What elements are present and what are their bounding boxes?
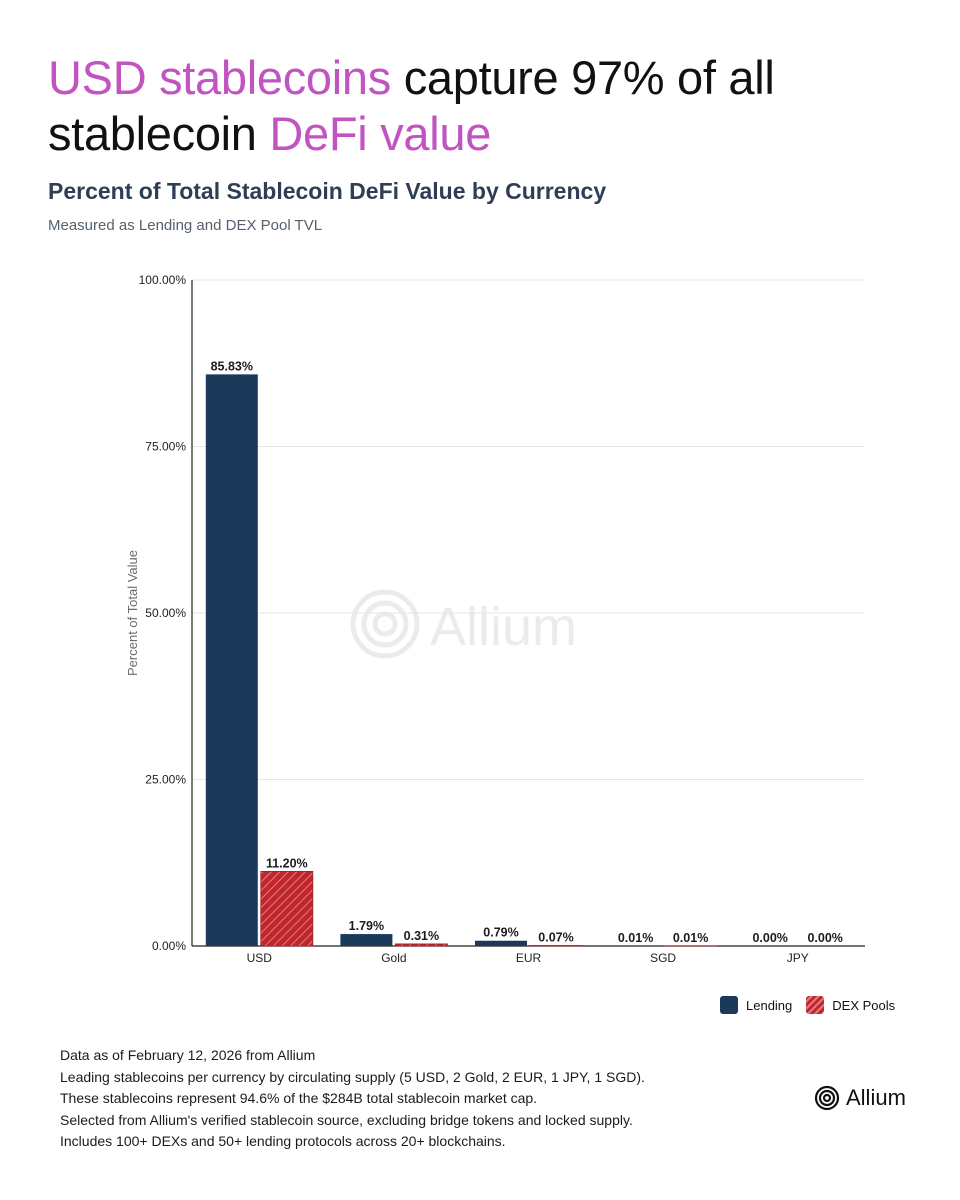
data-label: 0.07% [538, 931, 573, 945]
watermark-text: Allium [430, 597, 577, 657]
legend-swatch-lending [720, 996, 738, 1014]
data-label: 0.00% [807, 931, 842, 945]
y-tick-label: 100.00% [139, 273, 187, 287]
legend-label-lending: Lending [746, 997, 793, 1013]
footnote-line: Includes 100+ DEXs and 50+ lending proto… [60, 1133, 506, 1149]
watermark: Allium [350, 589, 577, 659]
headline-middle: capture 97% of all stablecoin [48, 51, 775, 160]
data-label: 1.79% [349, 919, 384, 933]
footnote-line: These stablecoins represent 94.6% of the… [60, 1090, 538, 1106]
y-axis-label: Percent of Total Value [125, 550, 140, 676]
allium-rings-icon [814, 1085, 840, 1111]
allium-logo: Allium [814, 1085, 906, 1111]
data-label: 0.01% [673, 931, 708, 945]
headline: USD stablecoins capture 97% of all stabl… [48, 50, 908, 162]
bar-lending-gold [340, 934, 393, 946]
x-tick-label: EUR [516, 951, 542, 965]
bar-dex-gold [394, 943, 448, 947]
bar-chart: Allium 0.00% 25.00% 50.00% 75.00% 100.00% Per… [125, 273, 865, 965]
footnote-line: Data as of February 12, 2026 from Allium [60, 1047, 316, 1063]
headline-accent-usd: USD stablecoins [48, 51, 391, 104]
y-tick-label: 0.00% [152, 939, 186, 953]
legend-label-dex: DEX Pools [832, 997, 896, 1013]
chart-title: Percent of Total Stablecoin DeFi Value b… [48, 178, 607, 204]
footnote-line: Selected from Allium's verified stableco… [60, 1111, 633, 1128]
headline-accent-defi: DeFi value [269, 107, 492, 160]
y-tick-label: 25.00% [145, 773, 186, 787]
data-label: 11.20% [266, 856, 308, 870]
data-label: 85.83% [211, 359, 253, 373]
bar-lending-usd [205, 374, 258, 946]
legend: Lending DEX Pools [720, 996, 909, 1014]
y-tick-label: 75.00% [145, 440, 186, 454]
x-tick-label: USD [247, 951, 273, 965]
bar-lending-eur [475, 940, 527, 946]
legend-item-dex: DEX Pools [806, 996, 895, 1014]
data-label: 0.01% [618, 931, 653, 945]
footnotes: Data as of February 12, 2026 from Allium… [60, 1045, 645, 1153]
legend-item-lending: Lending [720, 996, 792, 1014]
x-tick-label: JPY [787, 951, 809, 965]
logo-text: Allium [846, 1085, 906, 1110]
data-label: 0.79% [483, 926, 518, 940]
y-tick-label: 50.00% [145, 606, 186, 620]
x-tick-label: SGD [650, 951, 676, 965]
data-label: 0.31% [404, 929, 439, 943]
bar-dex-usd [260, 871, 314, 947]
legend-swatch-dex [806, 996, 825, 1014]
chart-subtitle: Measured as Lending and DEX Pool TVL [48, 217, 323, 234]
x-tick-label: Gold [381, 951, 406, 965]
data-label: 0.00% [752, 931, 787, 945]
footnote-line: Leading stablecoins per currency by circ… [60, 1068, 645, 1085]
